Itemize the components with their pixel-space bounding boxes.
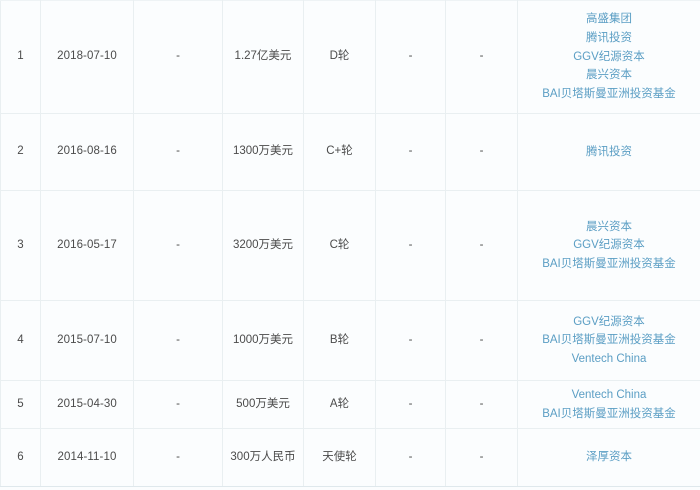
investors-cell: 晨兴资本 GGV纪源资本 BAI贝塔斯曼亚洲投资基金 xyxy=(517,190,700,301)
investor-list: 腾讯投资 xyxy=(521,143,697,162)
investor-link[interactable]: 晨兴资本 xyxy=(586,69,632,82)
investor-link[interactable]: GGV纪源资本 xyxy=(573,315,645,328)
stake-cell: - xyxy=(445,428,518,487)
investor-link[interactable]: BAI贝塔斯曼亚洲投资基金 xyxy=(542,334,676,347)
row-index-cell: 5 xyxy=(0,380,41,429)
valuation-cell: - xyxy=(375,0,446,114)
investors-cell: 泽厚资本 xyxy=(517,428,700,487)
funding-round-cell: D轮 xyxy=(303,0,376,114)
funding-date-cell: 2015-04-30 xyxy=(40,380,134,429)
funding-amount-cell: 1300万美元 xyxy=(222,113,304,191)
table-row: 3 2016-05-17-3200万美元 C轮 - - 晨兴资本 GGV纪源资本 BAI贝塔斯… xyxy=(0,190,700,301)
investor-link[interactable]: 泽厚资本 xyxy=(586,451,632,464)
funding-round-cell: B轮 xyxy=(303,300,376,381)
funding-round-cell: A轮 xyxy=(303,380,376,429)
investor-link[interactable]: Ventech China xyxy=(571,388,647,401)
disclosed-cell: - xyxy=(133,0,223,114)
funding-amount-cell: 300万人民币 xyxy=(222,428,304,487)
investors-cell: Ventech China BAI贝塔斯曼亚洲投资基金 xyxy=(517,380,700,429)
investors-cell: GGV纪源资本 BAI贝塔斯曼亚洲投资基金 Ventech China xyxy=(517,300,700,381)
row-index-cell: 1 xyxy=(0,0,41,114)
stake-cell: - xyxy=(445,190,518,301)
funding-date-cell: 2015-07-10 xyxy=(40,300,134,381)
table-row: 1 2018-07-10-1.27亿美元 D轮 - - 高盛集团 腾讯投资 GGV纪源资本 晨兴… xyxy=(0,0,700,114)
investor-link[interactable]: BAI贝塔斯曼亚洲投资基金 xyxy=(542,87,676,100)
funding-round-cell: C+轮 xyxy=(303,113,376,191)
valuation-cell: - xyxy=(375,300,446,381)
valuation-cell: - xyxy=(375,428,446,487)
investor-list: GGV纪源资本 BAI贝塔斯曼亚洲投资基金 Ventech China xyxy=(521,313,697,369)
stake-cell: - xyxy=(445,113,518,191)
investor-list: Ventech China BAI贝塔斯曼亚洲投资基金 xyxy=(521,386,697,423)
valuation-cell: - xyxy=(375,380,446,429)
funding-date-cell: 2018-07-10 xyxy=(40,0,134,114)
investor-link[interactable]: Ventech China xyxy=(571,352,647,365)
disclosed-cell: - xyxy=(133,190,223,301)
investor-link[interactable]: 腾讯投资 xyxy=(586,145,632,158)
investor-link[interactable]: BAI贝塔斯曼亚洲投资基金 xyxy=(542,407,676,420)
investor-list: 泽厚资本 xyxy=(521,448,697,467)
investor-list: 高盛集团腾讯投资 GGV纪源资本 晨兴资本 BAI贝塔斯曼亚洲投资基金 xyxy=(521,10,697,103)
disclosed-cell: - xyxy=(133,380,223,429)
stake-cell: - xyxy=(445,380,518,429)
investor-link[interactable]: GGV纪源资本 xyxy=(573,50,645,63)
funding-amount-cell: 1000万美元 xyxy=(222,300,304,381)
funding-round-cell: 天使轮 xyxy=(303,428,376,487)
disclosed-cell: - xyxy=(133,300,223,381)
valuation-cell: - xyxy=(375,190,446,301)
row-index-cell: 2 xyxy=(0,113,41,191)
row-index-cell: 3 xyxy=(0,190,41,301)
investor-link[interactable]: 腾讯投资 xyxy=(586,32,632,45)
funding-date-cell: 2016-08-16 xyxy=(40,113,134,191)
table-row: 6 2014-11-10-300万人民币 天使轮 - - 泽厚资本 xyxy=(0,428,700,487)
investor-link[interactable]: 晨兴资本 xyxy=(586,220,632,233)
table-row: 4 2015-07-10-1000万美元 B轮 - - GGV纪源资本 BAI贝塔斯曼亚洲投… xyxy=(0,300,700,381)
funding-date-cell: 2016-05-17 xyxy=(40,190,134,301)
investors-cell: 腾讯投资 xyxy=(517,113,700,191)
investor-link[interactable]: 高盛集团 xyxy=(586,13,632,26)
investors-cell: 高盛集团腾讯投资 GGV纪源资本 晨兴资本 BAI贝塔斯曼亚洲投资基金 xyxy=(517,0,700,114)
funding-amount-cell: 1.27亿美元 xyxy=(222,0,304,114)
funding-round-cell: C轮 xyxy=(303,190,376,301)
row-index-cell: 6 xyxy=(0,428,41,487)
investor-list: 晨兴资本 GGV纪源资本 BAI贝塔斯曼亚洲投资基金 xyxy=(521,218,697,274)
stake-cell: - xyxy=(445,300,518,381)
investor-link[interactable]: BAI贝塔斯曼亚洲投资基金 xyxy=(542,257,676,270)
valuation-cell: - xyxy=(375,113,446,191)
investor-link[interactable]: GGV纪源资本 xyxy=(573,239,645,252)
funding-amount-cell: 500万美元 xyxy=(222,380,304,429)
row-index-cell: 4 xyxy=(0,300,41,381)
table-row: 2 2016-08-16-1300万美元 C+轮 - - 腾讯投资 xyxy=(0,113,700,191)
table-row: 5 2015-04-30-500万美元 A轮 - - Ventech China BAI贝塔… xyxy=(0,380,700,429)
disclosed-cell: - xyxy=(133,113,223,191)
disclosed-cell: - xyxy=(133,428,223,487)
funding-amount-cell: 3200万美元 xyxy=(222,190,304,301)
funding-date-cell: 2014-11-10 xyxy=(40,428,134,487)
stake-cell: - xyxy=(445,0,518,114)
